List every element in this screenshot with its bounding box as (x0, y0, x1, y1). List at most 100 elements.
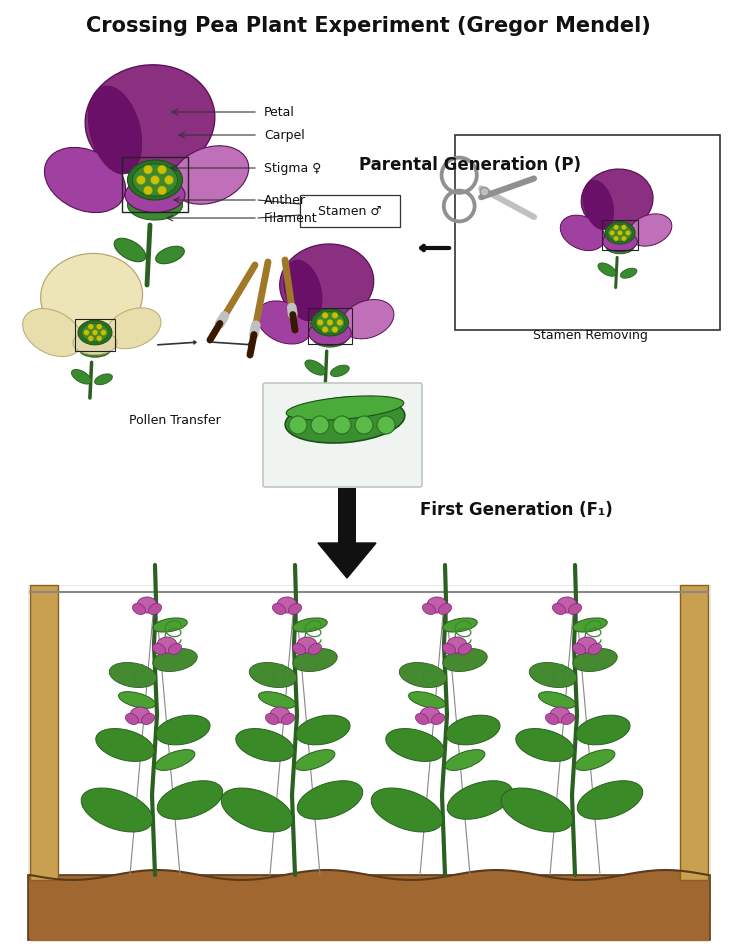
Ellipse shape (109, 662, 157, 688)
Circle shape (96, 324, 102, 329)
Ellipse shape (88, 86, 142, 174)
Text: Carpel: Carpel (264, 129, 305, 142)
Ellipse shape (114, 238, 146, 262)
Ellipse shape (583, 180, 614, 230)
Ellipse shape (562, 713, 575, 725)
Ellipse shape (94, 374, 113, 385)
Ellipse shape (156, 715, 210, 745)
Ellipse shape (289, 604, 302, 615)
Ellipse shape (557, 597, 577, 613)
Ellipse shape (156, 246, 184, 264)
Ellipse shape (221, 788, 293, 832)
Ellipse shape (258, 692, 295, 709)
FancyBboxPatch shape (263, 383, 422, 487)
Circle shape (377, 416, 395, 434)
Ellipse shape (459, 643, 472, 655)
Ellipse shape (422, 604, 436, 615)
Ellipse shape (257, 301, 311, 344)
Ellipse shape (529, 662, 577, 688)
Ellipse shape (149, 604, 162, 615)
Ellipse shape (308, 321, 351, 345)
Circle shape (96, 336, 102, 342)
Ellipse shape (137, 597, 157, 613)
Ellipse shape (286, 395, 404, 420)
Circle shape (158, 166, 166, 174)
Ellipse shape (266, 713, 278, 725)
Text: Stamen Removing: Stamen Removing (533, 328, 648, 342)
Ellipse shape (629, 214, 672, 246)
Circle shape (84, 330, 89, 335)
Ellipse shape (420, 707, 440, 723)
Circle shape (332, 312, 338, 319)
Ellipse shape (620, 268, 637, 278)
Ellipse shape (446, 715, 500, 745)
Ellipse shape (408, 692, 445, 709)
Circle shape (322, 312, 328, 319)
Ellipse shape (130, 707, 150, 723)
Circle shape (136, 176, 146, 184)
Ellipse shape (280, 244, 374, 323)
Ellipse shape (431, 713, 445, 725)
Ellipse shape (577, 780, 643, 819)
FancyBboxPatch shape (455, 135, 720, 330)
Ellipse shape (141, 713, 155, 725)
Ellipse shape (79, 341, 111, 358)
Ellipse shape (78, 321, 112, 345)
Ellipse shape (127, 190, 183, 220)
Circle shape (289, 416, 307, 434)
Circle shape (355, 416, 373, 434)
Circle shape (609, 231, 615, 236)
Ellipse shape (125, 178, 185, 213)
Ellipse shape (445, 749, 485, 770)
FancyBboxPatch shape (28, 875, 710, 940)
Circle shape (621, 236, 626, 241)
Ellipse shape (399, 662, 447, 688)
Circle shape (144, 166, 152, 174)
Ellipse shape (281, 713, 294, 725)
Ellipse shape (169, 643, 182, 655)
Ellipse shape (132, 164, 177, 196)
Ellipse shape (71, 370, 91, 384)
Ellipse shape (125, 713, 138, 725)
Ellipse shape (297, 637, 317, 653)
Text: Parental Generation (P): Parental Generation (P) (359, 156, 581, 174)
Ellipse shape (157, 637, 177, 653)
Ellipse shape (315, 312, 344, 333)
Ellipse shape (295, 749, 335, 770)
Ellipse shape (293, 618, 328, 632)
Circle shape (317, 320, 323, 325)
Ellipse shape (608, 224, 632, 241)
Ellipse shape (81, 788, 153, 832)
Ellipse shape (250, 662, 297, 688)
Ellipse shape (44, 148, 126, 213)
Ellipse shape (311, 309, 348, 336)
Ellipse shape (386, 728, 445, 762)
Ellipse shape (605, 221, 635, 244)
Ellipse shape (153, 618, 187, 632)
Ellipse shape (342, 300, 394, 339)
Ellipse shape (132, 604, 146, 615)
Ellipse shape (443, 618, 477, 632)
Ellipse shape (560, 215, 605, 251)
Ellipse shape (285, 397, 405, 443)
Ellipse shape (73, 331, 117, 355)
Circle shape (333, 416, 351, 434)
Ellipse shape (577, 637, 597, 653)
Ellipse shape (442, 643, 456, 655)
Circle shape (480, 187, 489, 196)
Ellipse shape (272, 604, 286, 615)
Circle shape (165, 176, 174, 184)
Ellipse shape (447, 637, 467, 653)
Text: Filament: Filament (264, 212, 318, 224)
Ellipse shape (439, 604, 452, 615)
Text: First Generation (F₁): First Generation (F₁) (420, 501, 613, 519)
Ellipse shape (371, 788, 443, 832)
Circle shape (88, 336, 93, 342)
Ellipse shape (603, 232, 637, 252)
Ellipse shape (296, 715, 350, 745)
Text: Pollen Transfer: Pollen Transfer (129, 413, 221, 427)
Ellipse shape (589, 643, 601, 655)
Ellipse shape (573, 649, 618, 672)
Ellipse shape (127, 160, 183, 200)
Ellipse shape (550, 707, 570, 723)
